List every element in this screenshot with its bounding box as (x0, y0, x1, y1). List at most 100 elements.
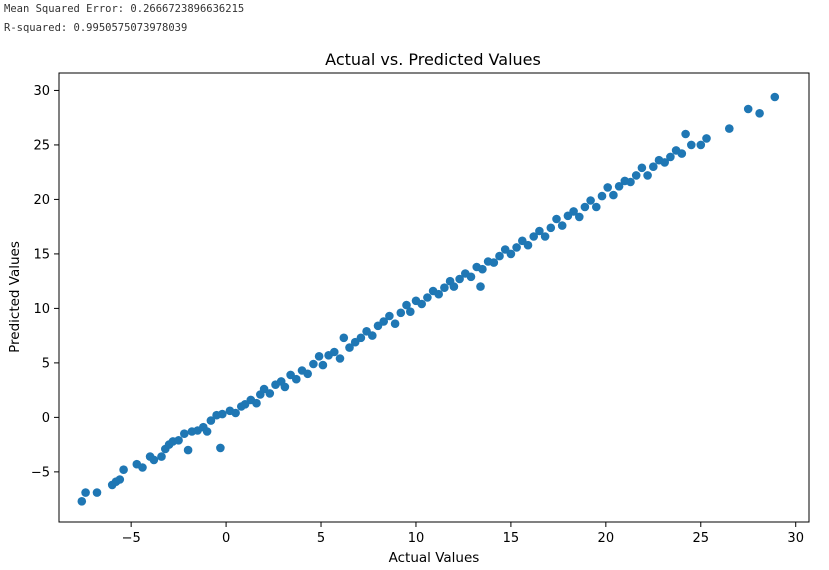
plot-area-frame (58, 72, 810, 523)
x-tick-label: 5 (317, 531, 325, 546)
data-point (396, 308, 406, 318)
data-point (309, 359, 318, 369)
data-point (303, 369, 313, 379)
data-point (149, 455, 159, 465)
data-point (434, 289, 444, 299)
data-point (466, 272, 476, 282)
x-tick-label: −5 (122, 531, 141, 546)
data-point (402, 300, 411, 310)
data-point (609, 190, 618, 200)
data-point (345, 343, 354, 352)
data-point (330, 347, 339, 357)
data-point (265, 389, 275, 398)
data-point (696, 140, 706, 150)
data-point (677, 149, 687, 158)
data-point (702, 134, 711, 143)
data-point (546, 223, 556, 233)
data-point (183, 445, 193, 455)
data-point (770, 92, 780, 102)
y-tick-label: 15 (33, 247, 50, 262)
data-point (174, 436, 183, 445)
data-point (252, 398, 261, 408)
data-point (339, 333, 349, 343)
data-point (506, 249, 516, 259)
x-tick-label: 20 (598, 531, 615, 546)
data-point (92, 488, 102, 497)
data-point (557, 221, 567, 230)
data-point (356, 333, 366, 343)
data-point (631, 171, 641, 180)
data-point (597, 191, 607, 201)
data-point (637, 163, 647, 173)
data-point (231, 408, 240, 418)
mse-output-text: Mean Squared Error: 0.2666723896636215 (4, 3, 245, 15)
data-point (687, 140, 696, 150)
data-point (626, 177, 635, 187)
data-point (180, 429, 189, 439)
data-point (368, 331, 377, 340)
y-tick-label: 5 (42, 356, 50, 371)
data-point (580, 202, 590, 212)
data-point (614, 182, 624, 191)
data-point (449, 282, 459, 291)
data-point (529, 232, 538, 241)
data-point (385, 311, 394, 321)
y-tick-label: 30 (33, 84, 50, 99)
data-point (575, 212, 584, 222)
data-point (119, 465, 128, 475)
data-point (535, 226, 544, 236)
data-point (206, 416, 216, 425)
data-point (666, 152, 675, 162)
data-point (552, 214, 561, 224)
data-point (586, 196, 595, 205)
x-tick-label: 30 (787, 531, 804, 546)
x-tick-label: 25 (692, 531, 709, 546)
data-point (81, 488, 90, 497)
data-point (603, 183, 612, 192)
data-point (489, 258, 499, 267)
data-point (660, 158, 669, 167)
data-point (314, 352, 324, 361)
y-tick-label: 0 (42, 411, 50, 426)
data-point (455, 274, 464, 284)
data-point (77, 497, 87, 506)
data-point (540, 232, 550, 241)
y-axis-ticks: −5 0 5 10 15 20 25 30 (31, 84, 59, 480)
data-point (379, 317, 389, 326)
data-point (202, 427, 212, 436)
data-point (592, 202, 601, 212)
data-point (292, 374, 301, 384)
x-tick-label: 0 (222, 531, 230, 546)
data-point (318, 360, 328, 370)
x-axis-ticks: −5 0 5 10 15 20 25 30 (122, 522, 804, 546)
data-point (495, 251, 504, 261)
x-axis-label: Actual Values (389, 550, 480, 566)
data-point (755, 109, 764, 118)
data-point (476, 282, 485, 291)
data-point (157, 452, 166, 461)
chart-title: Actual vs. Predicted Values (325, 50, 541, 69)
data-point (390, 319, 400, 329)
data-point (280, 382, 290, 392)
data-point (512, 243, 521, 252)
data-point (335, 354, 345, 363)
data-point (478, 264, 487, 274)
data-point (406, 307, 415, 317)
y-tick-label: 10 (33, 302, 50, 317)
data-point (440, 283, 449, 293)
data-point (417, 299, 427, 309)
y-tick-label: 25 (33, 138, 50, 153)
x-tick-label: 15 (503, 531, 520, 546)
data-points (77, 92, 780, 506)
data-point (423, 293, 432, 302)
data-point (643, 171, 652, 180)
data-point (523, 240, 533, 250)
y-tick-label: 20 (33, 193, 50, 208)
data-point (216, 443, 225, 453)
data-point (725, 124, 734, 133)
data-point (649, 162, 658, 171)
x-tick-label: 10 (408, 531, 425, 546)
r-squared-output-text: R-squared: 0.9950575073978039 (4, 22, 188, 34)
data-point (681, 129, 690, 139)
